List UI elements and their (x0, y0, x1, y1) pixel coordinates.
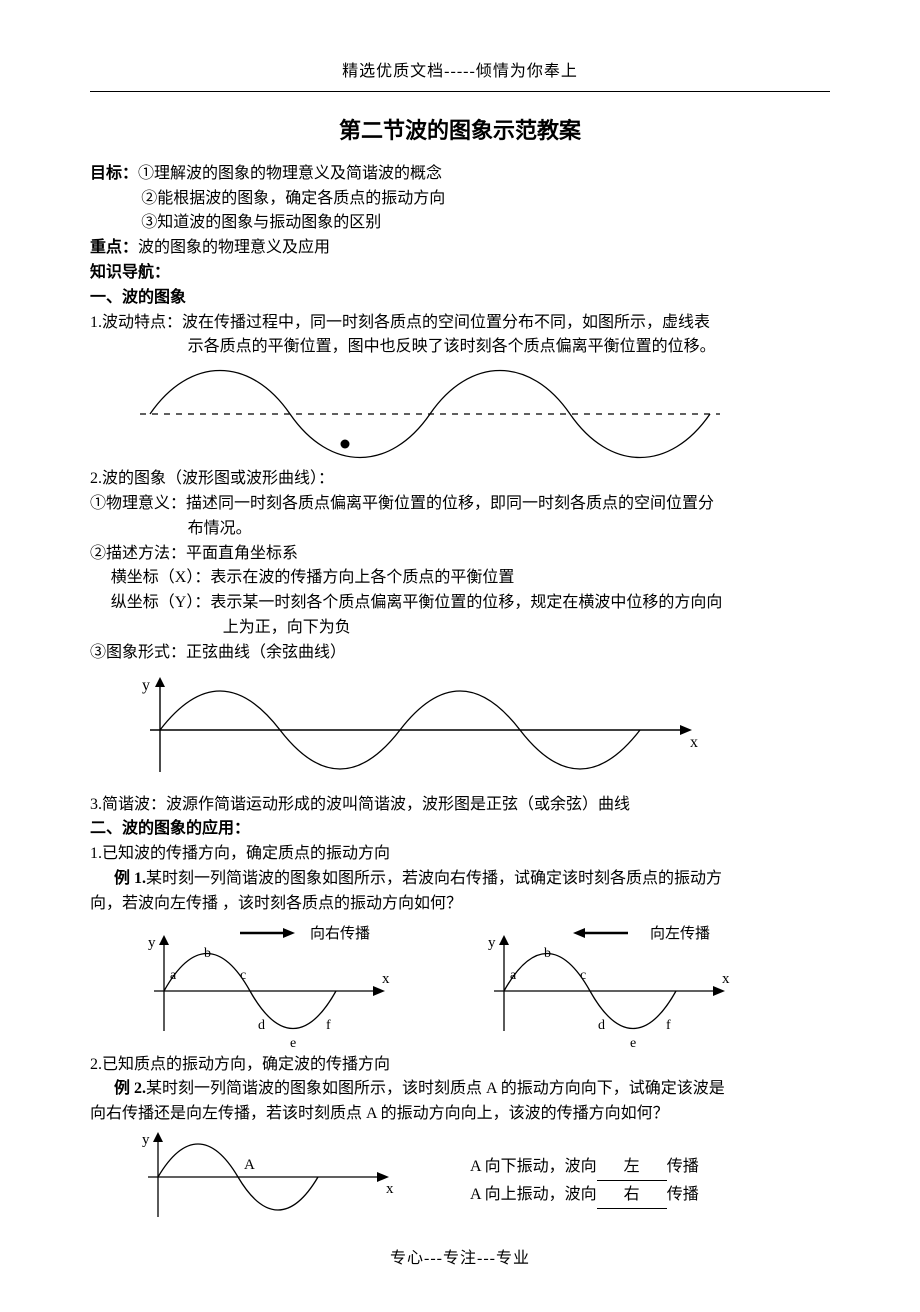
ex2-ans2-post: 传播 (667, 1186, 699, 1203)
sec1-p5: ③图象形式：正弦曲线（余弦曲线） (90, 641, 830, 666)
nav-label: 知识导航： (90, 261, 830, 286)
pt-f: f (326, 1018, 331, 1033)
ex1r-xlabel: x (382, 971, 390, 987)
figure-ex2: y x A (130, 1129, 430, 1229)
ex2-ans2: A 向上振动，波向右传播 (470, 1183, 699, 1209)
ex1-left-label: 向左传播 (650, 925, 710, 942)
ex2-answers: A 向下振动，波向左传播 A 向上振动，波向右传播 (470, 1129, 699, 1211)
ex2-ans1-post: 传播 (667, 1158, 699, 1175)
ex2-body2: 向右传播还是向左传播，若该时刻质点 A 的振动方向向上，该波的传播方向如何？ (90, 1102, 830, 1127)
ex2-row: y x A A 向下振动，波向左传播 A 向上振动，波向右传播 (130, 1129, 830, 1229)
ex2-lead: 例 2. (114, 1080, 146, 1097)
section-1-title: 一、波的图象 (90, 286, 830, 311)
keypoint-label: 重点： (90, 239, 138, 256)
ex1-body2: 向，若波向左传播 ，该时刻各质点的振动方向如何？ (90, 892, 830, 917)
axis-y-label: y (142, 677, 150, 694)
goals-line1: 目标：①理解波的图象的物理意义及简谐波的概念 (90, 162, 830, 187)
goal-3: ③知道波的图象与振动图象的区别 (90, 211, 830, 236)
ex1-body1: 某时刻一列简谐波的图象如图所示，若波向右传播，试确定该时刻各质点的振动方 (146, 870, 722, 887)
ex1-figures-row: 向右传播 y x a b c d e f 向左传播 y x a b c d e … (130, 921, 830, 1051)
goal-label: 目标： (90, 165, 138, 182)
pt-a: a (170, 968, 177, 983)
figure-ex1-right: 向右传播 y x a b c d e f (130, 921, 430, 1051)
pt-b2: b (544, 946, 551, 961)
pt-d: d (258, 1018, 265, 1033)
sec1-p3b: 布情况。 (90, 517, 830, 542)
sec1-p3a: ①物理意义：描述同一时刻各质点偏离平衡位置的位移，即同一时刻各质点的空间位置分 (90, 492, 830, 517)
ex1-line1: 例 1.某时刻一列简谐波的图象如图所示，若波向右传播，试确定该时刻各质点的振动方 (90, 867, 830, 892)
sec1-p6: 3.简谐波：波源作简谐运动形成的波叫简谐波，波形图是正弦（或余弦）曲线 (90, 793, 830, 818)
pt-e2: e (630, 1036, 636, 1051)
ex2-ans2-u: 右 (597, 1183, 667, 1209)
page-title: 第二节波的图象示范教案 (90, 114, 830, 148)
pt-a2: a (510, 968, 517, 983)
ex2-A-label: A (244, 1157, 255, 1173)
sec1-p4y2: 上为正，向下为负 (90, 616, 830, 641)
sec1-p1a: 1.波动特点：波在传播过程中，同一时刻各质点的空间位置分布不同，如图所示，虚线表 (90, 311, 830, 336)
ex2-ylabel: y (142, 1132, 150, 1148)
ex2-body1: 某时刻一列简谐波的图象如图所示，该时刻质点 A 的振动方向向下，试确定该波是 (146, 1080, 725, 1097)
ex1l-ylabel: y (488, 935, 496, 951)
ex2-line1: 例 2.某时刻一列简谐波的图象如图所示，该时刻质点 A 的振动方向向下，试确定该… (90, 1077, 830, 1102)
goal-2: ②能根据波的图象，确定各质点的振动方向 (90, 187, 830, 212)
ex1-right-label: 向右传播 (310, 925, 370, 942)
ex1-lead: 例 1. (114, 870, 146, 887)
sec2-p2: 2.已知质点的振动方向，确定波的传播方向 (90, 1053, 830, 1078)
axis-x-label: x (690, 734, 698, 751)
sec1-p4y1: 纵坐标（Y）：表示某一时刻各个质点偏离平衡位置的位移，规定在横波中位移的方向向 (90, 591, 830, 616)
sec1-p1b: 示各质点的平衡位置，图中也反映了该时刻各个质点偏离平衡位置的位移。 (90, 335, 830, 360)
sec1-p4: ②描述方法：平面直角坐标系 (90, 542, 830, 567)
goal-1: ①理解波的图象的物理意义及简谐波的概念 (138, 165, 442, 182)
figure-wave-dashed (130, 366, 730, 461)
sec1-p4x: 横坐标（X）：表示在波的传播方向上各个质点的平衡位置 (90, 566, 830, 591)
pt-b: b (204, 946, 211, 961)
figure-ex1-left: 向左传播 y x a b c d e f (470, 921, 770, 1051)
ex2-ans1-u: 左 (597, 1155, 667, 1181)
sec1-p1-lead: 1.波动特点： (90, 314, 182, 331)
ex2-ans1-pre: A 向下振动，波向 (470, 1158, 597, 1175)
figure-sine-axes: y x (130, 672, 710, 787)
top-note: 精选优质文档-----倾情为你奉上 (90, 60, 830, 92)
page-footer: 专心---专注---专业 (90, 1247, 830, 1272)
ex1l-xlabel: x (722, 971, 730, 987)
ex1r-ylabel: y (148, 935, 156, 951)
pt-d2: d (598, 1018, 605, 1033)
pt-c2: c (580, 968, 586, 983)
ex2-ans1: A 向下振动，波向左传播 (470, 1155, 699, 1181)
section-2-title: 二、波的图象的应用： (90, 817, 830, 842)
ex2-xlabel: x (386, 1181, 394, 1197)
sec1-p1a-text: 波在传播过程中，同一时刻各质点的空间位置分布不同，如图所示，虚线表 (182, 314, 710, 331)
sec2-p1: 1.已知波的传播方向，确定质点的振动方向 (90, 842, 830, 867)
sec1-p2: 2.波的图象（波形图或波形曲线）： (90, 467, 830, 492)
pt-e: e (290, 1036, 296, 1051)
keypoint-text: 波的图象的物理意义及应用 (138, 239, 330, 256)
ex2-ans2-pre: A 向上振动，波向 (470, 1186, 597, 1203)
keypoint-line: 重点：波的图象的物理意义及应用 (90, 236, 830, 261)
pt-c: c (240, 968, 246, 983)
pt-f2: f (666, 1018, 671, 1033)
